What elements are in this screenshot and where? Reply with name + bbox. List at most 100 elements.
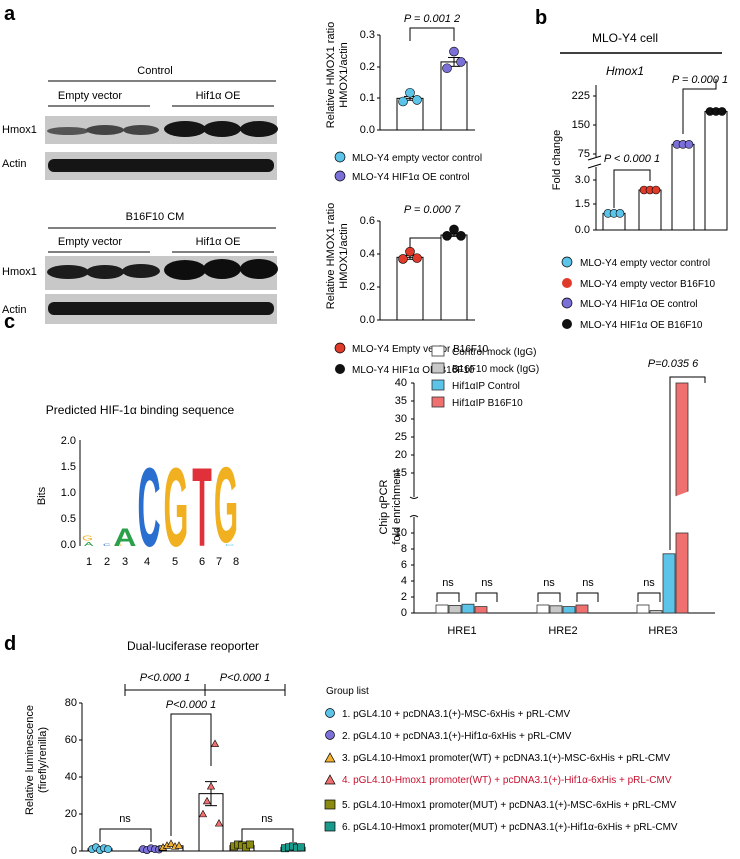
motif-low-letter-c: C — [103, 543, 111, 547]
c-xtick: HRE3 — [648, 625, 677, 637]
a1-ytick: 0.0 — [360, 124, 375, 136]
b-legend: MLO-Y4 empty vector control MLO-Y4 empty… — [561, 256, 715, 331]
motif-low-letter-g: G — [114, 543, 122, 547]
chart-a-bottom: Relative HMOX1 ratio HMOX1/actin 0.6 0.4… — [325, 203, 475, 326]
c-legend-swatch — [431, 379, 445, 391]
motif-pos: 5 — [172, 556, 178, 568]
dynamic-chart-marks — [87, 46, 728, 854]
a1-ylabel-2: HMOX1/actin — [338, 42, 350, 107]
blot2-row2-label: Actin — [2, 304, 26, 316]
d-ytick: 60 — [65, 734, 77, 746]
chart-d: Dual-luciferase reoporter Relative lumin… — [24, 639, 305, 857]
c-bar — [562, 606, 576, 614]
blot2-hmox1-band — [164, 260, 206, 280]
b-legend-text: MLO-Y4 empty vector control — [580, 258, 710, 269]
a1-point — [405, 87, 415, 98]
motif-letter-g2: G — [214, 444, 238, 565]
chart-a-top: Relative HMOX1 ratio HMOX1/actin 0.3 0.2… — [325, 13, 475, 136]
blot1-hmox1-band — [240, 121, 278, 137]
a1-legend-text: MLO-Y4 empty vector control — [352, 153, 482, 164]
blot1-hmox1-band — [47, 127, 89, 135]
panel-label-b: b — [535, 7, 547, 29]
a2-ytick: 0.4 — [360, 248, 375, 260]
motif-pos: 2 — [104, 556, 110, 568]
blot2-hmox1-band — [47, 265, 89, 279]
a2-legend-text: MLO-Y4 Empty vector B16F10 — [352, 344, 489, 355]
c-axis-break — [672, 491, 692, 503]
blot1-hmox1-band — [164, 121, 206, 137]
c-ytick: 4 — [401, 575, 407, 587]
b-point — [717, 107, 727, 116]
motif-logo: Predicted HIF-1α binding sequence Bits 2… — [36, 403, 239, 570]
d-legend-text-highlight: 4. pGL4.10-Hmox1 promoter(WT) + pcDNA3.1… — [342, 775, 672, 786]
a1-ytick: 0.1 — [360, 92, 375, 104]
a2-legend-marker — [335, 364, 345, 374]
c-bar-lower — [675, 532, 689, 614]
c-bar — [448, 605, 462, 614]
b-legend-marker — [561, 297, 573, 309]
blot2-hmox1-band — [203, 259, 241, 279]
d-title: Dual-luciferase reoporter — [127, 639, 259, 653]
c-ytick: 6 — [401, 559, 407, 571]
chart-b: MLO-Y4 cell Hmox1 Fold change 225 150 75… — [551, 31, 728, 236]
motif-letter-a: A — [113, 524, 136, 552]
b-ytick: 3.0 — [575, 174, 590, 186]
blot2-group2: Hif1α OE — [196, 236, 241, 248]
d-point — [214, 819, 224, 827]
b-ytick: 225 — [572, 90, 590, 102]
c-bar — [649, 610, 663, 614]
b-title: MLO-Y4 cell — [592, 31, 658, 45]
d-legend-marker — [324, 799, 336, 810]
blot2-row1-label: Hmox1 — [2, 266, 37, 278]
c-legend-text: B16F10 mock (IgG) — [452, 364, 539, 375]
d-pvalue: P<0.000 1 — [166, 699, 216, 711]
blot1-row1-label: Hmox1 — [2, 124, 37, 136]
d-legend-text: 5. pGL4.10-Hmox1 promoter(MUT) + pcDNA3.… — [342, 800, 677, 811]
a2-bar — [396, 256, 424, 321]
d-point — [202, 796, 212, 805]
c-legend: Control mock (IgG) B16F10 mock (IgG) Hif… — [431, 345, 539, 409]
d-ytick: 20 — [65, 808, 77, 820]
d-legend-marker — [324, 821, 336, 832]
b-legend-marker — [562, 278, 572, 288]
motif-letter-t: T — [192, 445, 212, 570]
c-ytick: 2 — [401, 591, 407, 603]
d-ytick: 80 — [65, 697, 77, 709]
c-ylabel-2: fold enrichment — [391, 469, 403, 544]
a1-pvalue: P = 0.001 2 — [404, 13, 460, 25]
a2-ytick: 0.0 — [360, 314, 375, 326]
a1-legend-marker — [334, 170, 346, 182]
c-xtick: HRE2 — [548, 625, 577, 637]
c-bar — [474, 606, 488, 614]
motif-ytick: 2.0 — [61, 435, 76, 447]
b-subtitle: Hmox1 — [606, 64, 644, 78]
blot1-hmox1-band — [123, 125, 159, 135]
a2-point — [442, 231, 452, 241]
c-ns: ns — [643, 577, 655, 589]
d-point — [206, 782, 216, 790]
blot2-actin-band — [48, 302, 274, 315]
b-point — [615, 209, 625, 218]
a1-ylabel-1: Relative HMOX1 ratio — [325, 22, 337, 128]
d-legend-text: 2. pGL4.10 + pcDNA3.1(+)-Hif1α-6xHis + p… — [342, 731, 572, 742]
c-ytick: 20 — [395, 449, 407, 461]
blot1-hmox1-band — [203, 121, 241, 137]
motif-pos: 7 — [216, 556, 222, 568]
blot2-hmox1-band — [86, 265, 124, 279]
b-bar — [638, 189, 662, 231]
motif-ytick: 0.0 — [61, 539, 76, 551]
d-point — [198, 809, 208, 818]
c-bar — [536, 604, 550, 614]
c-ytick: 0 — [401, 607, 407, 619]
blot2-hmox1-band — [122, 264, 160, 278]
western-blot-b16f10: B16F10 CM Empty vector Hif1α OE Hmox1 Ac… — [2, 211, 278, 324]
blot1-hmox1-band — [86, 125, 124, 135]
blot2-hmox1-band — [240, 259, 278, 279]
b-legend-marker — [562, 319, 572, 329]
d-legend-marker — [325, 708, 335, 718]
b-bar — [704, 110, 728, 231]
c-bar-upper — [675, 382, 689, 498]
c-ns: ns — [481, 577, 493, 589]
d-ns: ns — [261, 813, 273, 825]
c-xtick: HRE1 — [447, 625, 476, 637]
